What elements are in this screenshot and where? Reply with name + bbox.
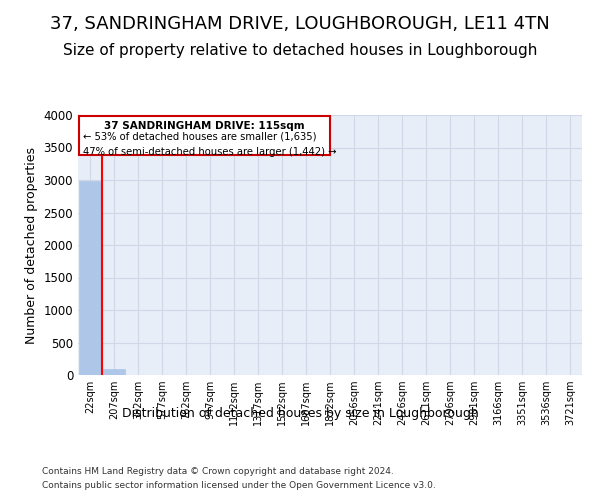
Text: Size of property relative to detached houses in Loughborough: Size of property relative to detached ho…	[63, 42, 537, 58]
Text: ← 53% of detached houses are smaller (1,635): ← 53% of detached houses are smaller (1,…	[83, 132, 316, 142]
Text: 37, SANDRINGHAM DRIVE, LOUGHBOROUGH, LE11 4TN: 37, SANDRINGHAM DRIVE, LOUGHBOROUGH, LE1…	[50, 15, 550, 33]
Bar	[79, 182, 101, 375]
Bar	[103, 368, 125, 375]
Text: Contains HM Land Registry data © Crown copyright and database right 2024.: Contains HM Land Registry data © Crown c…	[42, 468, 394, 476]
Text: 47% of semi-detached houses are larger (1,442) →: 47% of semi-detached houses are larger (…	[83, 147, 337, 157]
Y-axis label: Number of detached properties: Number of detached properties	[25, 146, 38, 344]
Text: 37 SANDRINGHAM DRIVE: 115sqm: 37 SANDRINGHAM DRIVE: 115sqm	[104, 121, 305, 131]
Text: Distribution of detached houses by size in Loughborough: Distribution of detached houses by size …	[122, 408, 478, 420]
Text: Contains public sector information licensed under the Open Government Licence v3: Contains public sector information licen…	[42, 481, 436, 490]
FancyBboxPatch shape	[79, 116, 330, 156]
